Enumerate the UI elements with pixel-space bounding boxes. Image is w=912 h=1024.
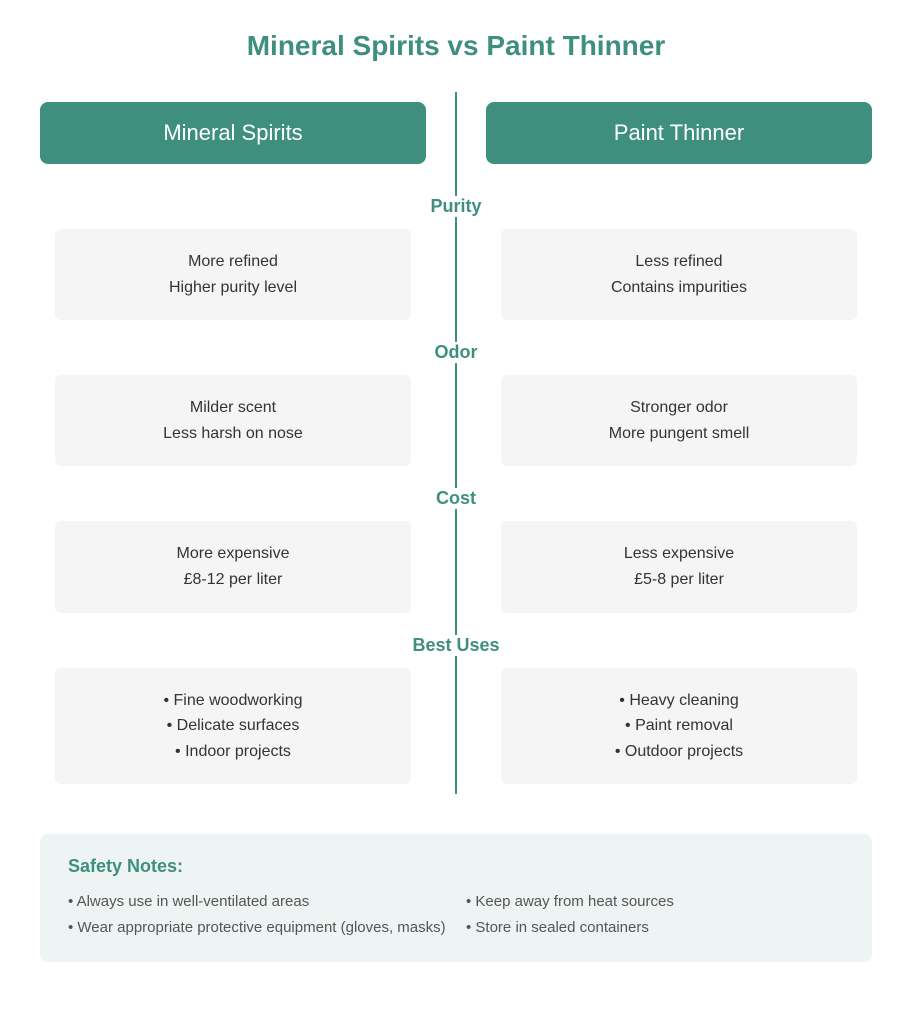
comparison-line: Higher purity level: [71, 275, 394, 301]
comparison-card: Milder scentLess harsh on nose: [55, 375, 410, 466]
comparison-line: • Delicate surfaces: [71, 713, 394, 739]
page-title: Mineral Spirits vs Paint Thinner: [40, 30, 872, 62]
comparison-container: Mineral Spirits Paint Thinner Purity More…: [40, 102, 872, 784]
comparison-card: Stronger odorMore pungent smell: [501, 375, 856, 466]
comparison-line: Milder scent: [71, 395, 394, 421]
comparison-card: • Heavy cleaning• Paint removal• Outdoor…: [501, 668, 856, 785]
comparison-line: • Paint removal: [517, 713, 840, 739]
comparison-line: Stronger odor: [517, 395, 840, 421]
comparison-line: £8-12 per liter: [71, 567, 394, 593]
safety-box: Safety Notes: • Always use in well-venti…: [40, 834, 872, 962]
comparison-line: More expensive: [71, 541, 394, 567]
comparison-line: • Indoor projects: [71, 739, 394, 765]
comparison-line: Less expensive: [517, 541, 840, 567]
comparison-line: • Outdoor projects: [517, 739, 840, 765]
comparison-line: Less harsh on nose: [71, 421, 394, 447]
safety-item: • Keep away from heat sources: [466, 889, 844, 915]
comparison-line: • Fine woodworking: [71, 688, 394, 714]
section-label: Purity: [422, 196, 489, 217]
column-header-right: Paint Thinner: [486, 102, 872, 164]
comparison-card: More expensive£8-12 per liter: [55, 521, 410, 612]
comparison-line: £5-8 per liter: [517, 567, 840, 593]
safety-item: • Wear appropriate protective equipment …: [68, 915, 446, 941]
comparison-line: More refined: [71, 249, 394, 275]
column-header-left: Mineral Spirits: [40, 102, 426, 164]
section-label: Cost: [428, 488, 484, 509]
safety-list: • Always use in well-ventilated areas• W…: [68, 889, 844, 940]
section-label: Odor: [427, 342, 486, 363]
comparison-card: More refinedHigher purity level: [55, 229, 410, 320]
safety-item: • Always use in well-ventilated areas: [68, 889, 446, 915]
comparison-card: • Fine woodworking• Delicate surfaces• I…: [55, 668, 410, 785]
comparison-line: Contains impurities: [517, 275, 840, 301]
comparison-line: • Heavy cleaning: [517, 688, 840, 714]
section-label: Best Uses: [404, 635, 507, 656]
safety-item: • Store in sealed containers: [466, 915, 844, 941]
comparison-line: More pungent smell: [517, 421, 840, 447]
comparison-line: Less refined: [517, 249, 840, 275]
safety-title: Safety Notes:: [68, 856, 844, 877]
comparison-card: Less expensive£5-8 per liter: [501, 521, 856, 612]
comparison-card: Less refinedContains impurities: [501, 229, 856, 320]
